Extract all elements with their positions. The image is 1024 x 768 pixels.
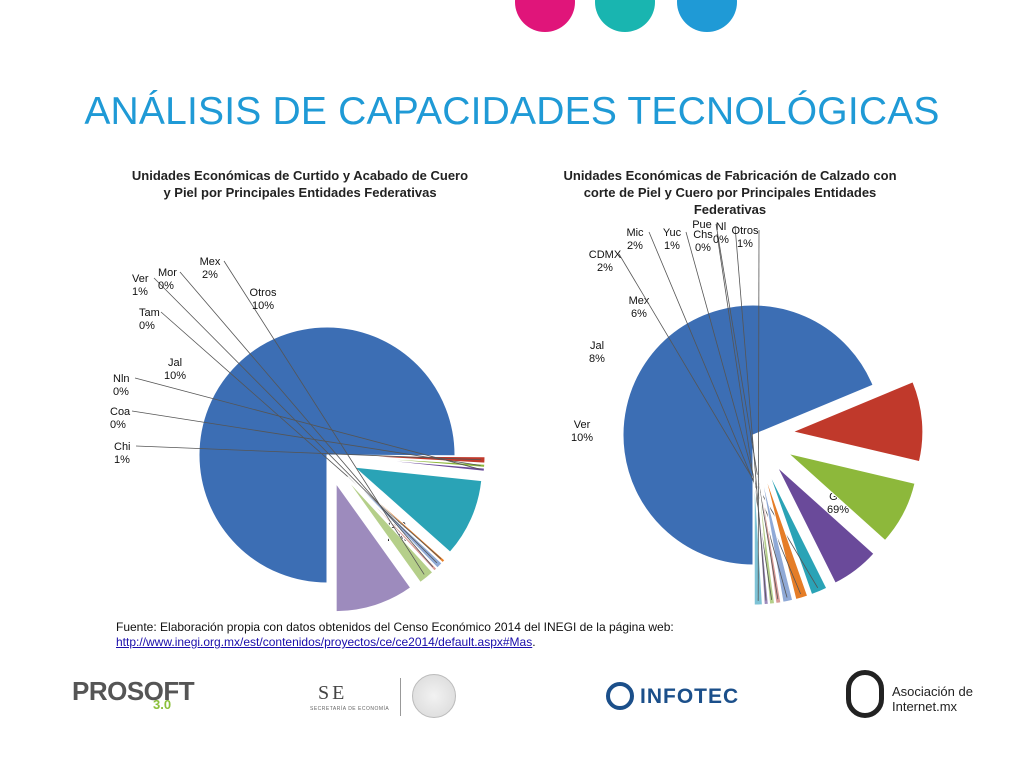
pie-1-leader-mor: [179, 271, 434, 568]
pie-2-label-otros: Otros 1%: [732, 225, 759, 250]
pie-1-label-tam: Tam 0%: [139, 307, 160, 332]
se-logo: SE: [318, 682, 348, 704]
pie-1: Gto76%Chi1%Coa0%Nln0%Jal10%Tam0%Ver1%Mor…: [110, 256, 486, 613]
pie-2-label-ver: Ver 10%: [571, 419, 593, 444]
pie-2-leader-pue: [715, 223, 779, 600]
pie-2-label-chs: Chs 0%: [693, 229, 713, 254]
asociacion-internet-logo: Asociación de Internet.mx: [892, 684, 973, 714]
pie-1-label-jal: Jal 10%: [164, 357, 186, 382]
pie-2-label-nl: Nl 0%: [713, 221, 729, 246]
pie-1-slice-jal: [352, 466, 483, 553]
pie-1-label-ver: Ver 1%: [132, 273, 149, 298]
pie-2-slice-jal: [788, 453, 916, 542]
se-subtitle: SECRETARÍA DE ECONOMÍA: [310, 706, 390, 712]
pie-2-slice-chs: [756, 474, 776, 605]
pie-2-slice-ver: [791, 381, 924, 463]
pie-2-label-pue: Pue: [692, 219, 712, 231]
chart-2-title: Unidades Económicas de Fabricación de Ca…: [563, 168, 897, 217]
pie-2-slice-gto: [622, 304, 874, 566]
pie-1-leader-coa: [131, 410, 481, 466]
pie-1-label-chi: Chi 1%: [114, 441, 131, 466]
se-divider: [400, 678, 401, 716]
slide-title: ANÁLISIS DE CAPACIDADES TECNOLÓGICAS: [84, 90, 940, 133]
pie-1-leader-chi: [135, 445, 481, 461]
asociacion-line1: Asociación de: [892, 684, 973, 699]
pie-2-label-yuc: Yuc 1%: [663, 227, 682, 252]
pie-2-label-cdmx: CDMX 2%: [589, 249, 622, 274]
pie-1-label-nln: Nln 0%: [113, 373, 130, 398]
pie-2-slice-nl: [755, 474, 769, 606]
pie-1-label-mex: Mex 2%: [200, 256, 221, 281]
source-suffix: .: [532, 635, 536, 649]
prosoft-logo: PROSOFT: [72, 676, 195, 706]
pie-1-slice-nln: [356, 457, 485, 472]
pie-1-slice-coa: [356, 456, 486, 468]
pie-2-leader-yuc: [685, 231, 788, 598]
pie-2-slice-mic: [763, 473, 809, 601]
pie-2-leader-nl: [734, 225, 767, 601]
pie-2-label-mic: Mic 2%: [626, 227, 644, 252]
mexico-seal-icon: [412, 674, 456, 718]
prosoft-version: 3.0: [153, 697, 172, 712]
pie-2-slice-pue: [758, 474, 782, 604]
teal-dot: [595, 0, 655, 32]
pie-2-leader-otros: [757, 229, 760, 601]
pie-1-label-otros: Otros 10%: [250, 287, 277, 312]
pie-2-label-mex: Mex 6%: [629, 295, 650, 320]
source-link[interactable]: http://www.inegi.org.mx/est/contenidos/p…: [116, 635, 533, 649]
pie-1-leader-tam: [160, 311, 442, 560]
pie-2-label-jal: Jal 8%: [589, 340, 605, 365]
pie-2-slice-mex: [776, 466, 875, 584]
pie-2: Gto69%Ver10%Jal8%Mex6%CDMX2%Mic2%Yuc1%Pu…: [571, 219, 924, 606]
pie-2-slice-yuc: [760, 474, 794, 603]
blue-dot: [677, 0, 737, 32]
pie-1-leader-nln: [134, 377, 481, 470]
magenta-dot: [515, 0, 575, 32]
asociacion-line2: Internet.mx: [892, 699, 958, 714]
pie-1-slice-mex: [345, 477, 434, 584]
pie-1-slice-gto: [198, 326, 456, 584]
pie-1-label-coa: Coa 0%: [110, 406, 131, 431]
infotec-icon: [606, 682, 634, 710]
asociacion-internet-icon: [846, 670, 884, 718]
source-note: Fuente: Elaboración propia con datos obt…: [116, 620, 936, 650]
pie-1-leader-mex: [223, 260, 425, 575]
pie-1-slice-otros: [335, 482, 412, 613]
pie-1-leader-ver: [153, 277, 438, 564]
decorative-dots: [515, 0, 737, 32]
chart-1-title: Unidades Económicas de Curtido y Acabado…: [131, 168, 469, 200]
source-text: Fuente: Elaboración propia con datos obt…: [116, 620, 674, 634]
infotec-logo: INFOTEC: [640, 685, 740, 708]
pie-2-slice-cdmx: [768, 471, 828, 596]
pie-1-label-mor: Mor 0%: [158, 267, 177, 292]
